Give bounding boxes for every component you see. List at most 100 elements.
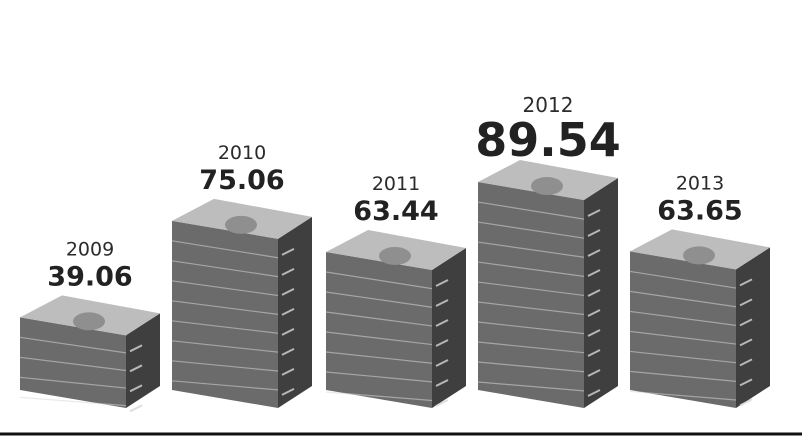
bundle-edge-line	[171, 260, 279, 278]
bundle-edge-line	[477, 301, 585, 316]
bar-2011	[325, 229, 466, 408]
bundle-edge-line	[19, 356, 127, 372]
bundle-tab-mark	[129, 364, 143, 373]
bundle-tab-mark	[281, 327, 295, 336]
tick-label-2012: 2012	[523, 93, 574, 117]
bar-front-face	[478, 182, 584, 408]
bundle-tab-mark	[281, 287, 295, 296]
bundle-tab-mark	[739, 338, 753, 347]
tick-label-2011: 2011	[372, 173, 420, 195]
bundle-tab-mark	[739, 378, 753, 387]
bundle-edge-line	[325, 311, 433, 327]
bar-front-face	[630, 251, 736, 408]
bundle-edge-line	[171, 280, 279, 297]
bundle-tab-mark	[435, 299, 449, 307]
bundle-tab-mark	[281, 367, 295, 376]
bundle-edge-line	[629, 310, 737, 326]
bundle-tab-mark	[587, 289, 601, 297]
bundle-tab-mark	[739, 298, 753, 307]
bundle-edge-line	[171, 300, 279, 315]
bundle-tab-mark	[281, 387, 295, 396]
bundle-edge-line	[19, 396, 127, 407]
banknote-portrait	[531, 177, 563, 196]
bundle-tab-mark	[587, 209, 601, 217]
data-label-2011: 63.44	[353, 196, 438, 227]
bundle-tab-mark	[129, 404, 143, 413]
bundle-tab-mark	[587, 329, 601, 337]
bars-layer	[19, 160, 770, 413]
bundle-tab-mark	[435, 319, 449, 327]
bundle-edge-line	[171, 320, 279, 334]
bundle-tab-mark	[587, 269, 601, 277]
bundle-tab-mark	[739, 318, 753, 327]
bundle-edge-line	[325, 271, 433, 290]
bar-2012	[477, 160, 618, 408]
bundle-edge-line	[477, 241, 585, 258]
bundle-edge-line	[477, 321, 585, 335]
bundle-edge-line	[171, 380, 279, 391]
bar-side-face	[432, 247, 466, 408]
bundle-tab-mark	[587, 369, 601, 377]
bundle-tab-mark	[587, 309, 601, 317]
banknote-portrait	[225, 215, 257, 234]
bundle-edge-line	[477, 281, 585, 297]
bundle-tab-mark	[739, 358, 753, 367]
data-label-2010: 75.06	[199, 165, 284, 196]
bundle-tab-mark	[587, 229, 601, 237]
bar-side-face	[736, 247, 770, 408]
bundle-edge-line	[477, 221, 585, 239]
bundle-edge-line	[477, 261, 585, 277]
bundle-edge-line	[477, 201, 585, 220]
bar-front-face	[172, 220, 278, 408]
bundle-tab-mark	[435, 399, 449, 407]
bundle-edge-line	[325, 291, 433, 308]
bundle-edge-line	[171, 240, 279, 259]
bundle-edge-line	[477, 361, 585, 373]
bundle-tab-mark	[739, 278, 753, 287]
bundle-edge-line	[629, 330, 737, 345]
bundle-tab-mark	[281, 267, 295, 276]
bundle-edge-line	[19, 376, 127, 389]
bundle-edge-line	[325, 371, 433, 383]
bundle-edge-line	[629, 390, 737, 401]
bundle-edge-line	[477, 381, 585, 392]
bar-front-face	[326, 251, 432, 408]
bundle-tab-mark	[587, 349, 601, 357]
bundle-tab-mark	[281, 347, 295, 356]
bundle-tab-mark	[281, 307, 295, 316]
bundle-tab-mark	[129, 344, 143, 353]
bundle-edge-line	[629, 270, 737, 289]
bar-side-face	[278, 216, 312, 408]
bundle-edge-line	[629, 370, 737, 382]
data-label-2012: 89.54	[475, 113, 621, 167]
bundle-tab-mark	[587, 389, 601, 397]
data-label-2009: 39.06	[47, 261, 132, 292]
bundle-edge-line	[325, 391, 433, 402]
bundle-tab-mark	[739, 398, 753, 407]
bar-2010	[171, 198, 312, 408]
bar-2013	[629, 229, 770, 408]
bundle-tab-mark	[587, 249, 601, 257]
bar-2009	[19, 295, 160, 413]
bundle-tab-mark	[435, 279, 449, 287]
banknote-portrait	[683, 246, 715, 265]
bundle-edge-line	[325, 351, 433, 364]
bar-side-face	[584, 178, 618, 408]
bundle-tab-mark	[129, 384, 143, 393]
bundle-edge-line	[629, 350, 737, 364]
bundle-tab-mark	[435, 379, 449, 387]
bar-side-face	[126, 313, 160, 408]
bundle-edge-line	[171, 340, 279, 353]
banknote-portrait	[379, 246, 411, 265]
bundle-tab-mark	[435, 339, 449, 347]
bundle-tab-mark	[281, 247, 295, 256]
banknote-portrait	[73, 312, 105, 331]
bundle-edge-line	[325, 331, 433, 346]
tick-label-2009: 2009	[66, 238, 114, 260]
tick-label-2013: 2013	[676, 172, 724, 194]
tick-label-2010: 2010	[218, 142, 266, 164]
bundle-edge-line	[477, 341, 585, 354]
